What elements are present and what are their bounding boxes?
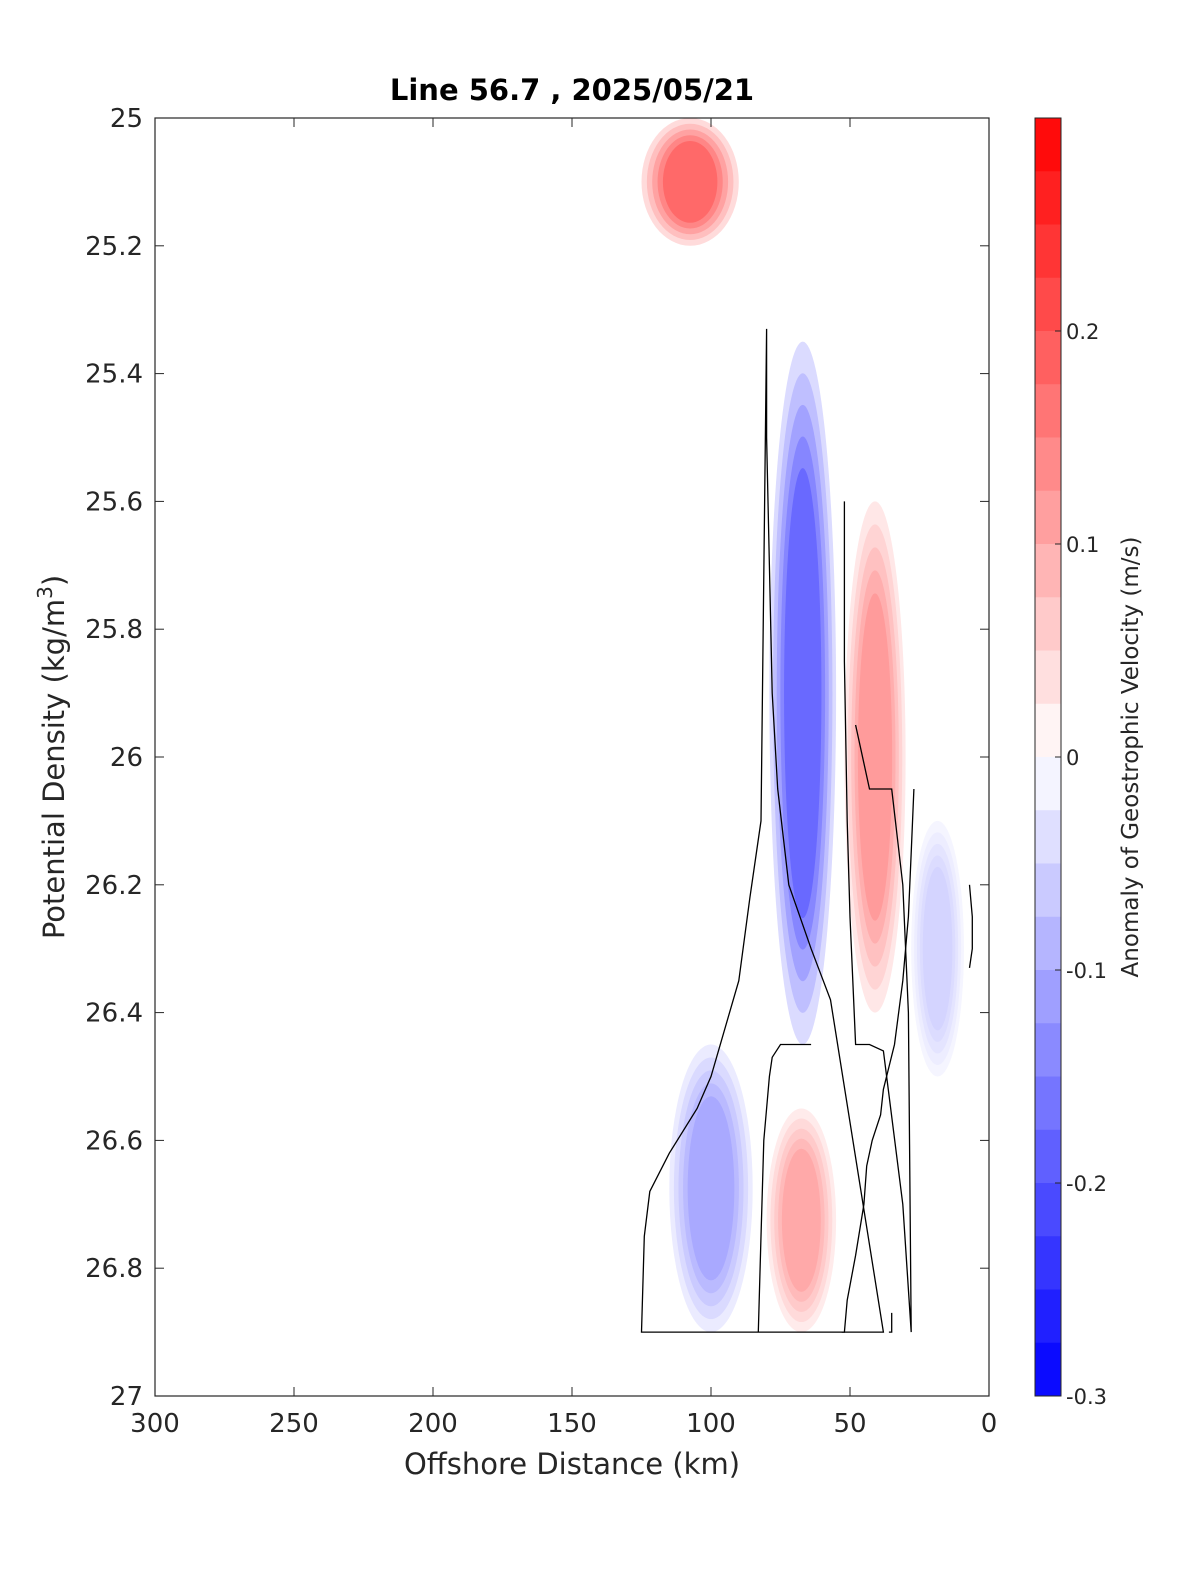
y-axis-label-close: ) bbox=[37, 575, 71, 586]
colorbar-swatch bbox=[1035, 118, 1061, 172]
colorbar-swatch bbox=[1035, 970, 1061, 1024]
colorbar-swatch bbox=[1035, 171, 1061, 225]
velocity-field bbox=[641, 118, 964, 1333]
zero-contours bbox=[640, 328, 973, 1333]
region-nearshore-negative-patch bbox=[911, 820, 964, 1077]
colorbar-swatch bbox=[1035, 703, 1061, 758]
y-tick-label: 25.6 bbox=[85, 487, 143, 517]
colorbar-swatch bbox=[1035, 1129, 1061, 1184]
colorbar-swatch bbox=[1035, 544, 1061, 598]
region-level bbox=[857, 593, 893, 921]
colorbar-swatch bbox=[1035, 277, 1061, 332]
x-tick-label: 50 bbox=[833, 1409, 866, 1439]
region-level bbox=[687, 1096, 735, 1281]
colorbar-swatch bbox=[1035, 757, 1061, 811]
colorbar-swatch bbox=[1035, 1023, 1061, 1077]
colorbar-tick-label: 0.1 bbox=[1066, 533, 1099, 557]
x-tick-label: 250 bbox=[269, 1409, 319, 1439]
region-central-negative-core bbox=[769, 341, 837, 1045]
plot-area: 300 250 200 150 100 50 0 25 25.2 25.4 25.6 25.8 26 26… bbox=[85, 104, 997, 1439]
y-tick-label: 25.2 bbox=[85, 232, 143, 262]
region-offshore-positive-core bbox=[641, 118, 739, 246]
zero-contour-line bbox=[640, 328, 885, 1333]
y-axis-label-superscript: 3 bbox=[33, 586, 57, 599]
x-tick-label: 0 bbox=[981, 1409, 998, 1439]
region-level bbox=[922, 866, 953, 1031]
region-deep-positive-core bbox=[766, 1108, 837, 1333]
y-axis-label: Potential Density (kg/m3) bbox=[33, 575, 71, 939]
colorbar-swatch bbox=[1035, 863, 1061, 918]
region-level bbox=[662, 141, 718, 223]
colorbar-tick-label: -0.1 bbox=[1066, 959, 1107, 983]
colorbar-tick-label: -0.3 bbox=[1066, 1385, 1107, 1409]
y-tick-label: 27 bbox=[110, 1382, 143, 1412]
colorbar-swatch bbox=[1035, 1342, 1061, 1397]
x-tick-label: 200 bbox=[408, 1409, 458, 1439]
axis-ticks: 300 250 200 150 100 50 0 25 25.2 25.4 25.6 25.8 26 26… bbox=[85, 104, 997, 1439]
colorbar-swatch bbox=[1035, 1289, 1061, 1344]
region-level bbox=[781, 1148, 821, 1292]
chart-title: Line 56.7 , 2025/05/21 bbox=[390, 73, 754, 107]
colorbar-swatch bbox=[1035, 1076, 1061, 1131]
colorbar-swatch bbox=[1035, 916, 1061, 971]
y-tick-label: 26.6 bbox=[85, 1126, 143, 1156]
y-tick-label: 26.4 bbox=[85, 999, 143, 1029]
y-tick-label: 26.2 bbox=[85, 871, 143, 901]
colorbar-swatch bbox=[1035, 331, 1061, 385]
colorbar-swatch bbox=[1035, 650, 1061, 705]
colorbar-swatch bbox=[1035, 1236, 1061, 1290]
y-axis-label-text: Potential Density (kg/m bbox=[37, 599, 71, 939]
colorbar-tick-label: -0.2 bbox=[1066, 1172, 1107, 1196]
colorbar-swatch bbox=[1035, 1183, 1061, 1237]
region-deep-negative-core bbox=[669, 1044, 753, 1333]
colorbar-swatch bbox=[1035, 224, 1061, 279]
region-level bbox=[784, 468, 822, 919]
y-tick-label: 26.8 bbox=[85, 1254, 143, 1284]
y-tick-label: 26 bbox=[110, 743, 143, 773]
colorbar: 0.2 0.1 0 -0.1 -0.2 -0.3 bbox=[1034, 117, 1107, 1409]
colorbar-label: Anomaly of Geostrophic Velocity (m/s) bbox=[1118, 537, 1144, 978]
colorbar-swatch bbox=[1035, 437, 1061, 492]
colorbar-swatch bbox=[1035, 384, 1061, 438]
zero-contour-line bbox=[888, 1312, 893, 1333]
y-tick-label: 25 bbox=[110, 104, 143, 134]
zero-contour-line bbox=[841, 788, 915, 1333]
x-tick-label: 300 bbox=[130, 1409, 180, 1439]
y-tick-label: 25.8 bbox=[85, 615, 143, 645]
region-nearshore-positive-band bbox=[844, 501, 906, 1013]
colorbar-swatch bbox=[1035, 597, 1061, 651]
zero-contour-line bbox=[968, 884, 973, 968]
colorbar-tick-label: 0 bbox=[1066, 746, 1079, 770]
zero-contour-line bbox=[843, 501, 912, 1333]
x-tick-label: 150 bbox=[547, 1409, 597, 1439]
y-tick-label: 25.4 bbox=[85, 360, 143, 390]
x-tick-label: 100 bbox=[686, 1409, 736, 1439]
colorbar-swatch bbox=[1035, 490, 1061, 545]
colorbar-swatch bbox=[1035, 810, 1061, 864]
colorbar-tick-label: 0.2 bbox=[1066, 320, 1099, 344]
zero-contour-line bbox=[757, 1043, 812, 1333]
x-axis-label: Offshore Distance (km) bbox=[404, 1447, 740, 1481]
